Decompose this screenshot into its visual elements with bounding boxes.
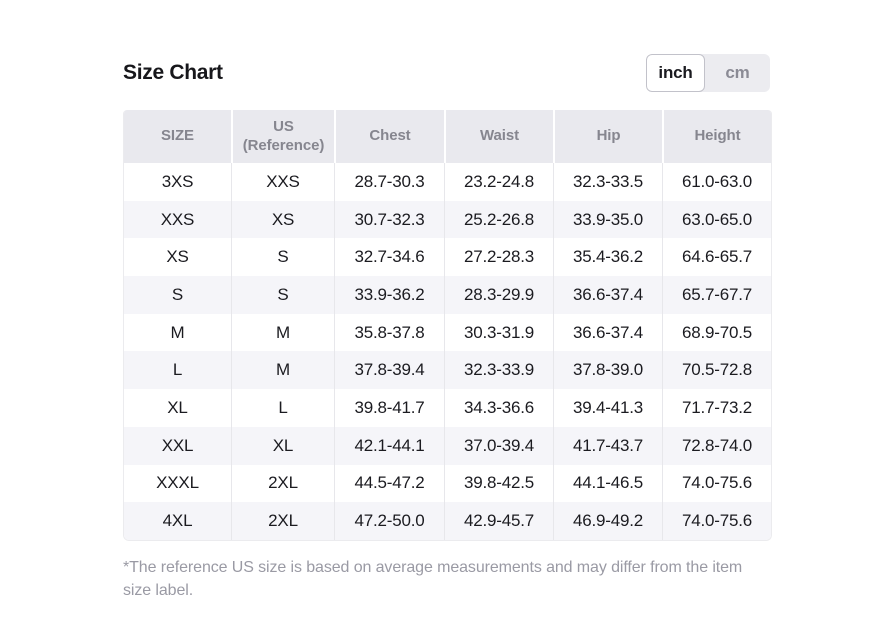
cell-waist: 34.3-36.6	[444, 389, 553, 427]
cell-size: XXS	[124, 200, 231, 239]
cell-height: 70.5-72.8	[662, 351, 771, 390]
cell-height: 72.8-74.0	[662, 426, 771, 465]
cell-waist: 30.3-31.9	[444, 313, 553, 352]
cell-chest: 28.7-30.3	[334, 163, 444, 201]
cell-waist: 27.2-28.3	[444, 238, 553, 277]
cell-size: 4XL	[124, 502, 231, 540]
cell-us: XL	[231, 426, 334, 465]
table-row: L M 37.8-39.4 32.3-33.9 37.8-39.0 70.5-7…	[124, 351, 771, 390]
table-header-row: SIZE US (Reference) Chest Waist Hip Heig…	[124, 110, 771, 163]
cell-chest: 32.7-34.6	[334, 238, 444, 277]
size-chart-panel: Size Chart inch cm SIZE US (Reference) C…	[123, 54, 772, 602]
cell-size: L	[124, 351, 231, 390]
cell-size: XXL	[124, 426, 231, 465]
table-row: XXS XS 30.7-32.3 25.2-26.8 33.9-35.0 63.…	[124, 200, 771, 239]
cell-chest: 37.8-39.4	[334, 351, 444, 390]
cell-us: L	[231, 389, 334, 427]
table-row: 3XS XXS 28.7-30.3 23.2-24.8 32.3-33.5 61…	[124, 163, 771, 201]
col-header-us: US (Reference)	[231, 110, 334, 163]
unit-toggle: inch cm	[646, 54, 770, 92]
cell-height: 74.0-75.6	[662, 502, 771, 540]
cell-waist: 32.3-33.9	[444, 351, 553, 390]
cell-hip: 33.9-35.0	[553, 200, 662, 239]
cell-chest: 39.8-41.7	[334, 389, 444, 427]
cell-height: 71.7-73.2	[662, 389, 771, 427]
table-row: XS S 32.7-34.6 27.2-28.3 35.4-36.2 64.6-…	[124, 238, 771, 277]
cell-chest: 35.8-37.8	[334, 313, 444, 352]
col-header-waist: Waist	[444, 110, 553, 163]
cell-hip: 46.9-49.2	[553, 502, 662, 540]
cell-us: XS	[231, 200, 334, 239]
cell-chest: 47.2-50.0	[334, 502, 444, 540]
cell-hip: 36.6-37.4	[553, 313, 662, 352]
cell-height: 65.7-67.7	[662, 276, 771, 314]
reference-size-footnote: *The reference US size is based on avera…	[123, 558, 743, 600]
cell-us: 2XL	[231, 502, 334, 540]
size-chart-table: SIZE US (Reference) Chest Waist Hip Heig…	[123, 110, 772, 541]
col-header-size: SIZE	[124, 110, 231, 163]
col-header-height: Height	[662, 110, 771, 163]
cell-height: 64.6-65.7	[662, 238, 771, 277]
cell-chest: 30.7-32.3	[334, 200, 444, 239]
cell-chest: 44.5-47.2	[334, 464, 444, 503]
size-chart-header: Size Chart inch cm	[123, 54, 770, 92]
col-header-hip: Hip	[553, 110, 662, 163]
cell-us: M	[231, 351, 334, 390]
cell-waist: 37.0-39.4	[444, 426, 553, 465]
cell-waist: 42.9-45.7	[444, 502, 553, 540]
table-row: M M 35.8-37.8 30.3-31.9 36.6-37.4 68.9-7…	[124, 313, 771, 352]
unit-toggle-inch[interactable]: inch	[646, 54, 705, 92]
cell-us: XXS	[231, 163, 334, 201]
cell-chest: 42.1-44.1	[334, 426, 444, 465]
table-row: XXL XL 42.1-44.1 37.0-39.4 41.7-43.7 72.…	[124, 426, 771, 465]
table-row: S S 33.9-36.2 28.3-29.9 36.6-37.4 65.7-6…	[124, 276, 771, 314]
unit-toggle-cm[interactable]: cm	[725, 63, 750, 82]
cell-height: 68.9-70.5	[662, 313, 771, 352]
cell-size: XL	[124, 389, 231, 427]
cell-hip: 39.4-41.3	[553, 389, 662, 427]
table-row: 4XL 2XL 47.2-50.0 42.9-45.7 46.9-49.2 74…	[124, 502, 771, 540]
page-title: Size Chart	[123, 61, 223, 84]
cell-height: 74.0-75.6	[662, 464, 771, 503]
cell-waist: 23.2-24.8	[444, 163, 553, 201]
cell-size: S	[124, 276, 231, 314]
cell-size: XS	[124, 238, 231, 277]
cell-size: M	[124, 313, 231, 352]
col-header-chest: Chest	[334, 110, 444, 163]
cell-waist: 25.2-26.8	[444, 200, 553, 239]
cell-us: M	[231, 313, 334, 352]
cell-hip: 35.4-36.2	[553, 238, 662, 277]
cell-height: 61.0-63.0	[662, 163, 771, 201]
table-row: XXXL 2XL 44.5-47.2 39.8-42.5 44.1-46.5 7…	[124, 464, 771, 503]
cell-height: 63.0-65.0	[662, 200, 771, 239]
cell-hip: 32.3-33.5	[553, 163, 662, 201]
cell-chest: 33.9-36.2	[334, 276, 444, 314]
cell-us: 2XL	[231, 464, 334, 503]
cell-hip: 44.1-46.5	[553, 464, 662, 503]
cell-us: S	[231, 276, 334, 314]
cell-us: S	[231, 238, 334, 277]
cell-hip: 37.8-39.0	[553, 351, 662, 390]
cell-size: 3XS	[124, 163, 231, 201]
cell-waist: 28.3-29.9	[444, 276, 553, 314]
cell-hip: 36.6-37.4	[553, 276, 662, 314]
cell-hip: 41.7-43.7	[553, 426, 662, 465]
cell-size: XXXL	[124, 464, 231, 503]
table-row: XL L 39.8-41.7 34.3-36.6 39.4-41.3 71.7-…	[124, 389, 771, 427]
cell-waist: 39.8-42.5	[444, 464, 553, 503]
